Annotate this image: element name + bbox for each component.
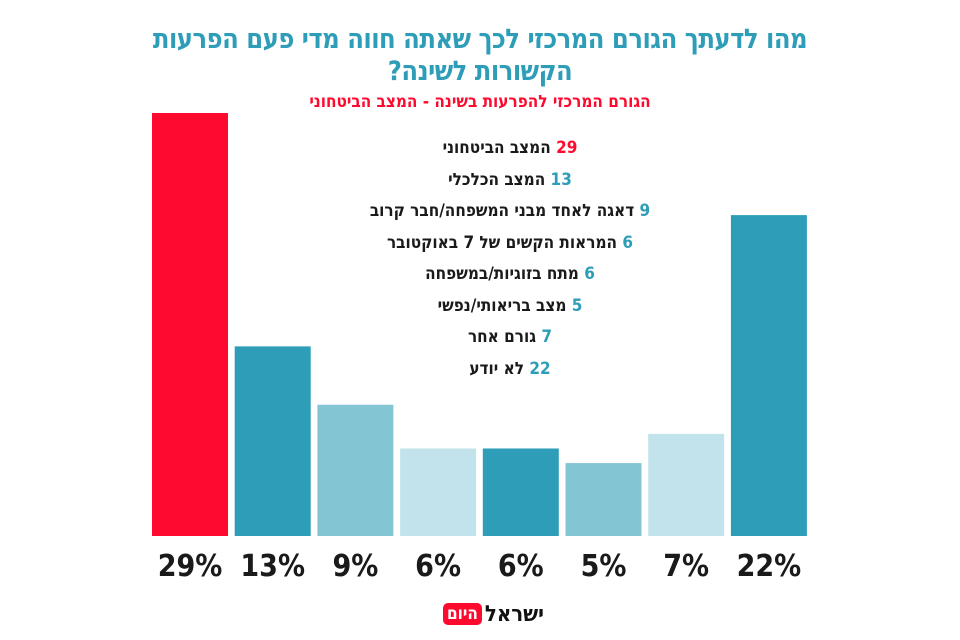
israel-hayom-logo: ישראל היום xyxy=(420,600,544,628)
chart-title: מהו לדעתך הגורם המרכזי לכך שאתה חווה מדי… xyxy=(152,24,808,87)
value-label: 13% xyxy=(240,549,305,584)
value-label: 7% xyxy=(663,549,709,584)
legend-item: 9 דאגה לאחד מבני המשפחה/חבר קרוב xyxy=(330,197,690,229)
legend-label: לא יודע xyxy=(469,358,530,379)
legend-number: 13 xyxy=(550,169,572,190)
legend-item: 7 גורם אחר xyxy=(330,323,690,355)
legend-label: מתח בזוגיות/במשפחה xyxy=(425,264,585,284)
legend-number: 6 xyxy=(584,264,595,284)
legend-number: 5 xyxy=(571,295,583,316)
bar xyxy=(400,448,477,536)
legend-number: 6 xyxy=(622,232,634,253)
legend-item: 6 מתח בזוגיות/במשפחה xyxy=(330,260,690,292)
legend-label: מצב בריאותי/נפשי xyxy=(437,295,572,316)
legend-label: המראות הקשים של 7 באוקטובר xyxy=(386,232,623,253)
value-label: 9% xyxy=(332,549,378,584)
value-label: 6% xyxy=(415,549,461,584)
legend-number: 9 xyxy=(639,201,651,221)
logo-badge: היום xyxy=(442,603,482,625)
chart-subtitle: הגורם המרכזי להפרעות בשינה - המצב הביטחו… xyxy=(309,92,651,112)
legend-item: 5 מצב בריאותי/נפשי xyxy=(330,292,690,324)
logo-text: ישראל xyxy=(484,601,544,627)
bar xyxy=(730,215,807,536)
value-label: 5% xyxy=(581,549,627,584)
legend-label: המצב הביטחוני xyxy=(442,138,557,158)
bar xyxy=(317,404,394,536)
bar xyxy=(648,433,725,536)
legend-label: גורם אחר xyxy=(467,327,542,347)
bar xyxy=(152,113,228,536)
legend-label: המצב הכלכלי xyxy=(448,169,551,190)
legend-number: 7 xyxy=(541,327,553,347)
legend-item: 29 המצב הביטחוני xyxy=(330,134,690,166)
legend-item: 22 לא יודע xyxy=(330,355,690,387)
bar xyxy=(482,448,559,536)
value-label: 29% xyxy=(158,549,223,584)
value-label: 22% xyxy=(737,549,802,584)
legend-item: 13 המצב הכלכלי xyxy=(330,166,690,198)
legend-label: דאגה לאחד מבני המשפחה/חבר קרוב xyxy=(369,201,640,221)
legend-item: 6 המראות הקשים של 7 באוקטובר xyxy=(330,229,690,261)
legend-number: 29 xyxy=(556,138,578,158)
legend: 29 המצב הביטחוני 13 המצב הכלכלי 9 דאגה לאח… xyxy=(330,134,690,386)
bar xyxy=(234,346,311,536)
value-label: 6% xyxy=(498,549,544,584)
bar xyxy=(565,463,642,536)
legend-number: 22 xyxy=(529,358,551,379)
